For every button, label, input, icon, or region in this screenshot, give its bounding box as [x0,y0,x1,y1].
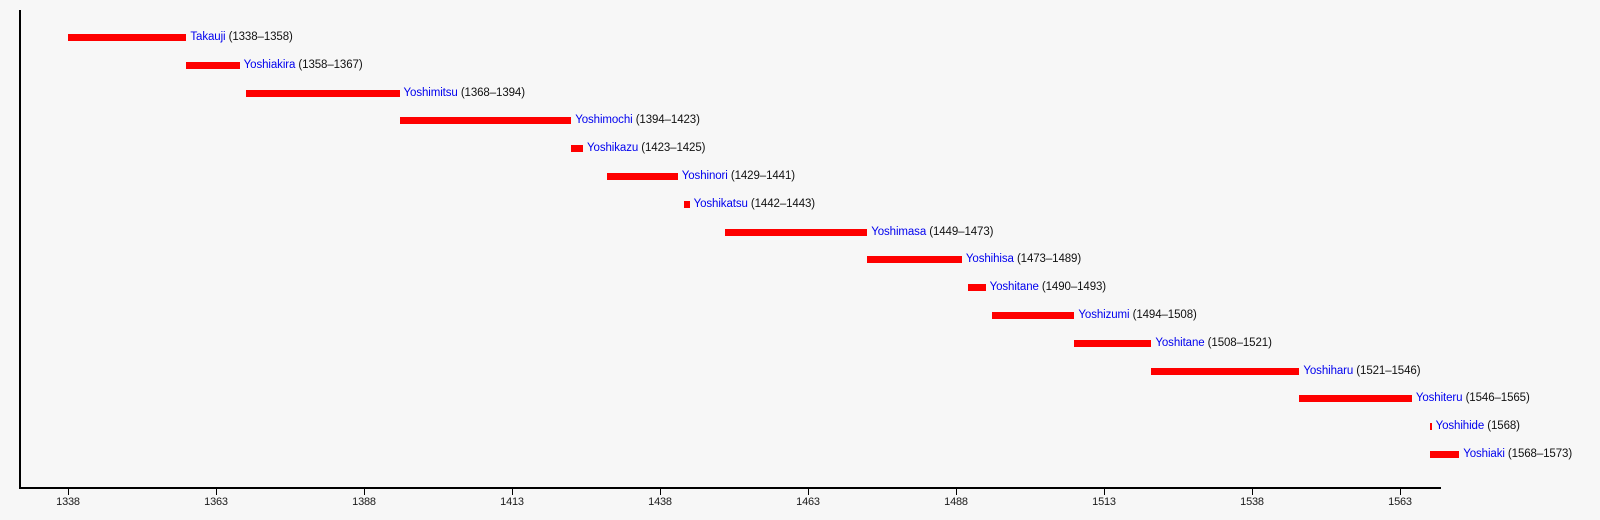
timeline-row-label: Yoshihisa (1473–1489) [966,252,1081,266]
x-axis-tick [364,488,365,495]
x-axis-tick [216,488,217,495]
shogun-name[interactable]: Yoshimasa [871,225,927,238]
reign-years: (1568) [1487,420,1520,433]
timeline-bar [1074,339,1152,347]
timeline-row-label: Yoshimasa (1449–1473) [871,225,993,239]
shogun-name[interactable]: Yoshiharu [1303,364,1354,377]
shogun-name[interactable]: Yoshihide [1435,420,1485,433]
timeline-row-label: Yoshiaki (1568–1573) [1463,447,1572,461]
shogun-name[interactable]: Yoshizumi [1078,309,1130,321]
reign-years: (1423–1425) [641,142,706,155]
shogun-name[interactable]: Yoshiteru [1415,392,1463,405]
reign-years: (1521–1546) [1356,364,1421,377]
timeline-row-label: Yoshikazu (1423–1425) [587,141,705,155]
shogun-name[interactable]: Yoshitane [989,281,1039,294]
timeline-bar [991,312,1075,319]
timeline-bar [1299,395,1412,403]
timeline-row-label: Yoshiharu (1521–1546) [1303,364,1420,378]
y-axis-line [19,10,21,489]
shogun-name[interactable]: Yoshimitsu [403,86,458,99]
x-axis-tick [1400,488,1401,495]
reign-years: (1338–1358) [228,31,293,43]
timeline-bar [967,284,986,292]
timeline-bar [683,200,690,208]
x-axis-tick-label: 1388 [352,496,376,508]
timeline-bar [1429,451,1460,458]
reign-years: (1429–1441) [730,170,795,182]
timeline-row-label: Yoshitane (1490–1493) [989,280,1107,294]
timeline-row-label: Yoshikatsu (1442–1443) [693,197,816,211]
timeline-bar [725,228,868,236]
timeline-bar [606,173,678,180]
timeline-bar [399,117,572,125]
x-axis-tick [956,488,957,495]
x-axis-tick-label: 1363 [204,496,228,508]
x-axis-tick [1252,488,1253,495]
timeline-row-label: Yoshiakira (1358–1367) [244,58,363,72]
x-axis-tick [808,488,809,495]
x-axis-tick [68,488,69,495]
reign-years: (1494–1508) [1132,309,1197,321]
timeline-row-label: Yoshimitsu (1368–1394) [403,86,526,100]
reign-years: (1473–1489) [1016,253,1082,266]
x-axis-line [19,487,1441,489]
reign-years: (1449–1473) [929,225,994,238]
x-axis-tick [512,488,513,495]
x-axis-tick-label: 1438 [648,496,672,508]
x-axis-tick-label: 1538 [1240,496,1264,508]
timeline-bar [867,256,962,264]
timeline-bar [571,145,584,153]
x-axis-tick [660,488,661,495]
reign-years: (1442–1443) [750,197,816,210]
timeline-row-label: Yoshihide (1568) [1436,419,1520,433]
reign-years: (1394–1423) [635,114,700,127]
reign-years: (1358–1367) [298,58,363,71]
timeline-bar [245,89,400,97]
timeline-bar [1429,423,1432,431]
shogun-name[interactable]: Yoshikatsu [693,197,748,210]
reign-years: (1568–1573) [1507,448,1573,460]
x-axis-tick-label: 1338 [56,496,80,508]
reign-years: (1546–1565) [1465,392,1530,405]
timeline-row-label: Yoshitane (1508–1521) [1155,336,1272,350]
timeline-bar [68,34,187,41]
x-axis-tick [1104,488,1105,495]
shogun-name[interactable]: Takauji [190,31,226,43]
shogun-name[interactable]: Yoshiakira [243,58,296,71]
shogun-name[interactable]: Yoshimochi [575,114,633,127]
shogun-name[interactable]: Yoshinori [681,170,728,182]
x-axis-tick-label: 1488 [944,496,968,508]
timeline-row-label: Takauji (1338–1358) [190,30,292,44]
timeline-bar [1151,367,1300,375]
timeline-row-label: Yoshimochi (1394–1423) [575,113,700,127]
reign-years: (1368–1394) [460,86,525,99]
reign-years: (1508–1521) [1207,336,1272,349]
x-axis-tick-label: 1563 [1388,496,1412,508]
shogun-name[interactable]: Yoshiaki [1463,448,1505,460]
timeline-row-label: Yoshizumi (1494–1508) [1078,308,1196,322]
timeline-row-label: Yoshiteru (1546–1565) [1416,391,1530,405]
x-axis-tick-label: 1463 [796,496,820,508]
timeline-row-label: Yoshinori (1429–1441) [682,169,795,183]
x-axis-tick-label: 1413 [500,496,524,508]
shogun-name[interactable]: Yoshitane [1155,336,1205,349]
reign-years: (1490–1493) [1041,281,1107,294]
timeline-bar [186,61,240,69]
shogun-name[interactable]: Yoshikazu [587,142,639,155]
x-axis-tick-label: 1513 [1092,496,1116,508]
shogun-name[interactable]: Yoshihisa [965,253,1014,266]
